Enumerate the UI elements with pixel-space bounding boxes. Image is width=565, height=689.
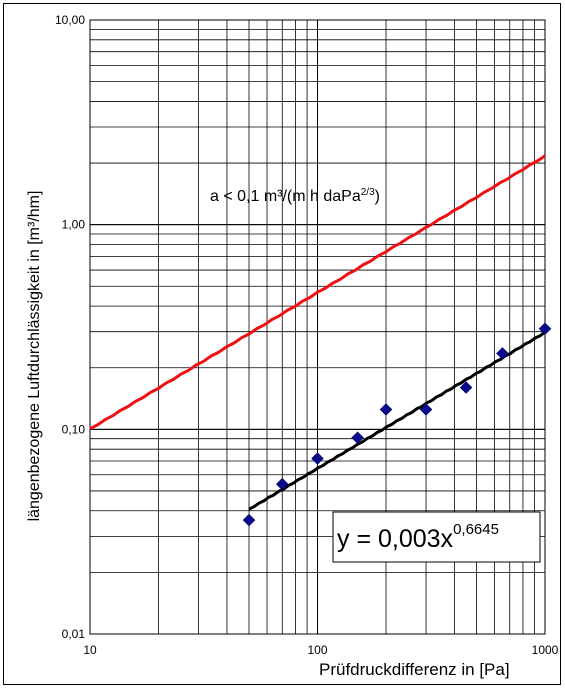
data-point [496,347,509,360]
data-point [379,403,393,416]
x-tick-label: 100 [307,643,327,657]
y-axis-label: längenbezogene Luftdurchlässigkeit in [m… [26,191,43,522]
limit-line-label: a < 0,1 m³/(m h daPa2/3) [210,187,380,205]
data-point [242,513,256,527]
limit-label-base: a < 0,1 m³/(m h daPa [210,188,361,205]
data-point [538,322,552,336]
limit-line [89,154,546,431]
data-point [275,477,289,491]
y-tick-label: 0,10 [62,422,86,436]
limit-series [89,154,546,431]
limit-label-close: ) [375,188,380,205]
data-point [351,431,364,445]
data-point [459,381,473,394]
measured-points [242,322,552,527]
x-axis-label: Prüfdruckdifferenz in [Pa] [319,660,510,679]
data-point [311,452,324,465]
equation-box [332,511,541,563]
y-tick-label: 10,00 [55,13,85,27]
trend-series [248,330,546,511]
y-tick-label: 0,01 [62,627,86,641]
limit-label-sup: 2/3 [361,187,375,198]
x-tick-labels: 10 100 1000 [83,643,558,657]
x-tick-label: 1000 [532,643,559,657]
x-tick-label: 10 [83,643,97,657]
equation-exponent: 0,6645 [453,521,499,538]
y-tick-label: 1,00 [62,218,86,232]
trend-line [248,330,546,511]
equation-base: y = 0,003x [337,525,454,553]
y-tick-labels: 0,01 0,10 1,00 10,00 [55,13,85,641]
equation-label: y = 0,003x0,6645 [337,521,499,553]
data-point [419,403,433,416]
